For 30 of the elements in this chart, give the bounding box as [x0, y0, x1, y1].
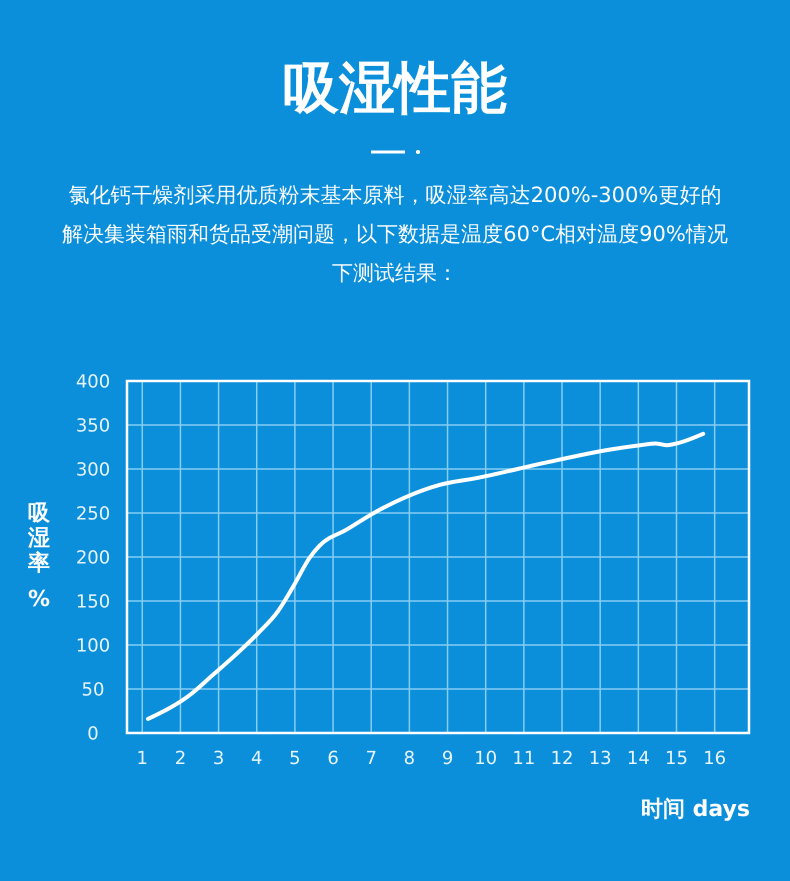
x-axis-title: 时间 days [640, 797, 750, 822]
y-tick-label: 400 [76, 371, 110, 392]
x-tick-label: 12 [550, 748, 574, 769]
x-tick-label: 8 [404, 748, 416, 769]
y-axis-title: 吸湿率% [27, 501, 51, 612]
x-tick-label: 4 [251, 748, 262, 769]
y-tick-label: 350 [76, 415, 110, 436]
chart-subtitle: 氯化钙干燥剂采用优质粉末基本原料，吸湿率高达200%-300%更好的解决集装箱雨和货品受潮问题，以下数据是温度60°C相对温度90%情况下测试结果： [62, 183, 728, 285]
x-tick-label: 1 [136, 748, 148, 769]
x-tick-label: 13 [588, 748, 612, 769]
x-tick-label: 7 [365, 748, 377, 769]
y-tick-label: 150 [76, 591, 110, 612]
x-tick-label: 6 [327, 748, 339, 769]
x-tick-label: 10 [474, 748, 498, 769]
x-tick-label: 15 [665, 748, 688, 769]
y-tick-label: 0 [87, 723, 99, 744]
chart-title: 吸湿性能 [283, 56, 507, 121]
y-tick-label: 50 [82, 679, 104, 700]
x-tick-label: 11 [512, 748, 536, 769]
line-series [146, 432, 706, 721]
x-tick-label: 2 [174, 748, 186, 769]
x-tick-label: 14 [626, 748, 650, 769]
x-tick-label: 5 [289, 748, 301, 769]
x-tick-label: 16 [703, 748, 726, 769]
x-tick-label: 9 [442, 748, 454, 769]
y-tick-label: 200 [76, 547, 110, 568]
x-tick-label: 3 [212, 748, 224, 769]
y-tick-label: 250 [76, 503, 110, 524]
y-tick-label: 300 [76, 459, 110, 480]
y-tick-label: 100 [76, 635, 110, 656]
